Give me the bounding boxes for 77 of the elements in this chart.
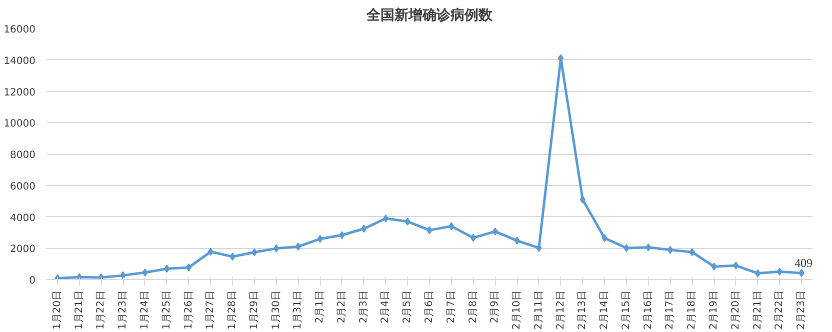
x-tick-label: 2月11日 — [533, 290, 544, 330]
x-tick-label: 2月2日 — [336, 290, 348, 324]
point — [733, 262, 739, 270]
x-tick-label: 1月28日 — [227, 290, 238, 330]
point — [667, 246, 674, 254]
x-tick-label: 2月8日 — [468, 290, 479, 324]
y-tick-label: 16000 — [4, 24, 36, 36]
y-tick-label: 10000 — [4, 118, 36, 130]
point — [798, 269, 804, 278]
x-tick-label: 1月22日 — [96, 290, 107, 330]
x-tick-label: 2月23日 — [796, 290, 808, 330]
x-tick-label: 1月21日 — [74, 290, 85, 330]
point — [339, 231, 345, 240]
x-tick-label: 1月20日 — [52, 290, 63, 330]
y-tick-label: 4000 — [10, 212, 36, 224]
point — [776, 268, 783, 276]
point — [164, 264, 170, 273]
x-tick-label: 1月26日 — [183, 290, 194, 330]
point — [273, 244, 280, 252]
x-tick-label: 1月29日 — [248, 290, 260, 330]
point — [186, 263, 192, 272]
point — [317, 234, 323, 243]
x-tick-label: 2月13日 — [577, 290, 588, 330]
point — [492, 227, 498, 236]
x-tick-label: 2月14日 — [599, 290, 610, 330]
x-tick-label: 2月16日 — [642, 290, 654, 330]
point — [208, 248, 214, 256]
x-tick-label: 1月30日 — [270, 290, 282, 330]
point — [602, 234, 608, 242]
x-tick-label: 2月18日 — [686, 290, 698, 330]
point — [382, 214, 389, 223]
x-tick-label: 2月19日 — [708, 290, 720, 330]
x-tick-label: 2月10日 — [512, 290, 523, 330]
x-tick-label: 2月6日 — [424, 290, 435, 324]
x-tick-label: 1月23日 — [118, 290, 129, 330]
point — [252, 248, 258, 256]
x-tick-label: 1月24日 — [139, 290, 150, 330]
point — [711, 262, 717, 271]
y-tick-label: 14000 — [4, 56, 36, 67]
y-tick-label: 6000 — [10, 181, 36, 192]
point — [295, 242, 302, 251]
y-tick-label: 2000 — [10, 244, 36, 256]
point — [470, 234, 476, 242]
point — [426, 226, 432, 234]
point — [536, 244, 542, 252]
x-tick-label: 2月22日 — [774, 290, 786, 330]
data-label: 409 — [794, 256, 813, 270]
point — [646, 243, 652, 252]
x-tick-label: 2月7日 — [446, 290, 457, 324]
point — [120, 271, 126, 280]
y-tick-label: 0 — [29, 276, 36, 286]
x-tick-label: 2月15日 — [620, 290, 632, 330]
point — [689, 248, 695, 256]
point — [448, 222, 454, 230]
x-tick-label: 2月5日 — [402, 290, 414, 324]
x-tick-label: 2月17日 — [664, 290, 676, 330]
chart-title: 全国新增确诊病例数 — [366, 6, 494, 24]
x-tick-label: 1月27日 — [205, 290, 216, 330]
x-tick-label: 2月1日 — [314, 290, 326, 324]
point — [624, 244, 630, 252]
y-tick-label: 12000 — [4, 87, 36, 98]
x-tick-label: 2月3日 — [358, 290, 370, 324]
x-tick-label: 2月4日 — [380, 290, 392, 324]
x-tick-label: 2月9日 — [490, 290, 501, 324]
point — [580, 196, 586, 204]
point — [404, 218, 410, 226]
point — [754, 269, 761, 278]
x-tick-label: 1月25日 — [161, 290, 172, 330]
x-tick-label: 1月31日 — [292, 290, 304, 330]
point — [361, 224, 367, 233]
point — [514, 236, 520, 245]
x-tick-label: 2月12日 — [555, 290, 566, 330]
y-tick-label: 8000 — [10, 150, 36, 161]
x-tick-label: 2月21日 — [752, 290, 764, 330]
point — [230, 252, 236, 261]
point — [142, 268, 148, 277]
x-tick-label: 2月20日 — [730, 290, 742, 330]
